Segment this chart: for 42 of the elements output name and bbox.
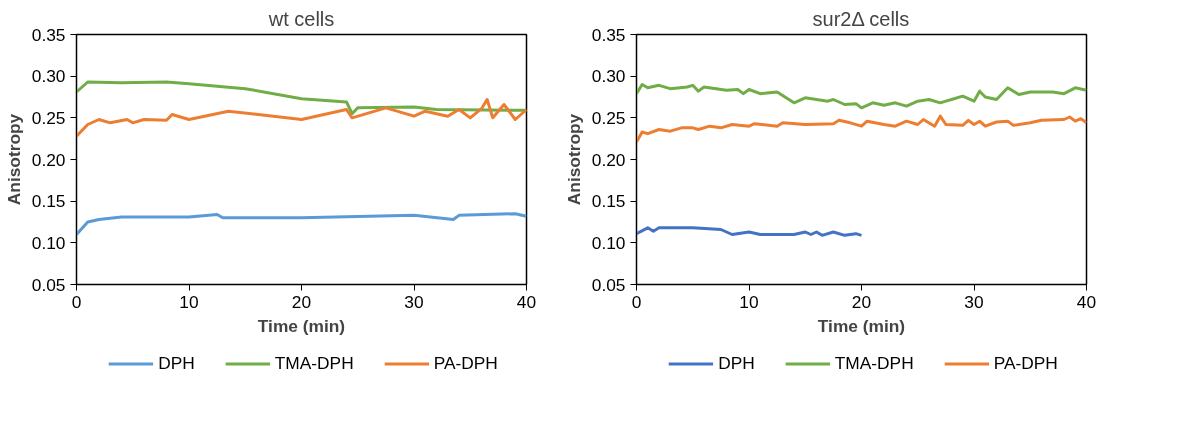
y-tick-label: 0.25 [31, 107, 66, 128]
line-series [76, 80, 527, 116]
y-tick-label: 0.30 [31, 66, 66, 87]
x-tick-label: 10 [179, 291, 199, 312]
line-series [636, 83, 1087, 110]
y-tick-label: 0.05 [591, 274, 626, 295]
legend-label: DPH [158, 352, 195, 374]
x-tick-label: 30 [964, 291, 984, 312]
y-tick-label: 0.15 [31, 191, 66, 212]
y-tick-label: 0.35 [31, 24, 66, 45]
y-tick-label: 0.20 [31, 149, 66, 170]
x-axis-title: Time (min) [257, 315, 346, 336]
y-tick-label: 0.20 [591, 149, 626, 170]
line-series [636, 114, 1087, 144]
line-series [636, 226, 863, 237]
x-tick-label: 40 [516, 291, 537, 312]
x-tick-label: 0 [71, 291, 82, 312]
x-tick-label: 30 [404, 291, 424, 312]
x-axis-title: Time (min) [817, 315, 906, 336]
x-tick-label: 20 [851, 291, 872, 312]
x-tick-label: 10 [739, 291, 759, 312]
y-tick-label: 0.35 [591, 24, 626, 45]
line-series [76, 98, 527, 138]
y-axis-title: Anisotropy [3, 113, 24, 206]
y-tick-label: 0.05 [31, 274, 66, 295]
x-tick-label: 40 [1076, 291, 1097, 312]
legend-label: PA-DPH [993, 352, 1058, 374]
y-tick-label: 0.10 [31, 232, 66, 253]
chart-title: wt cells [267, 7, 335, 30]
y-tick-label: 0.15 [591, 191, 626, 212]
y-tick-label: 0.30 [591, 66, 626, 87]
chart-title: sur2Δ cells [812, 7, 910, 30]
legend-label: PA-DPH [433, 352, 498, 374]
legend-label: TMA-DPH [274, 352, 354, 374]
legend-label: TMA-DPH [834, 352, 914, 374]
y-tick-label: 0.25 [591, 107, 626, 128]
y-axis-title: Anisotropy [563, 113, 584, 206]
line-series [76, 212, 527, 236]
y-tick-label: 0.10 [591, 232, 626, 253]
x-tick-label: 20 [291, 291, 312, 312]
x-tick-label: 0 [631, 291, 642, 312]
legend-label: DPH [718, 352, 755, 374]
